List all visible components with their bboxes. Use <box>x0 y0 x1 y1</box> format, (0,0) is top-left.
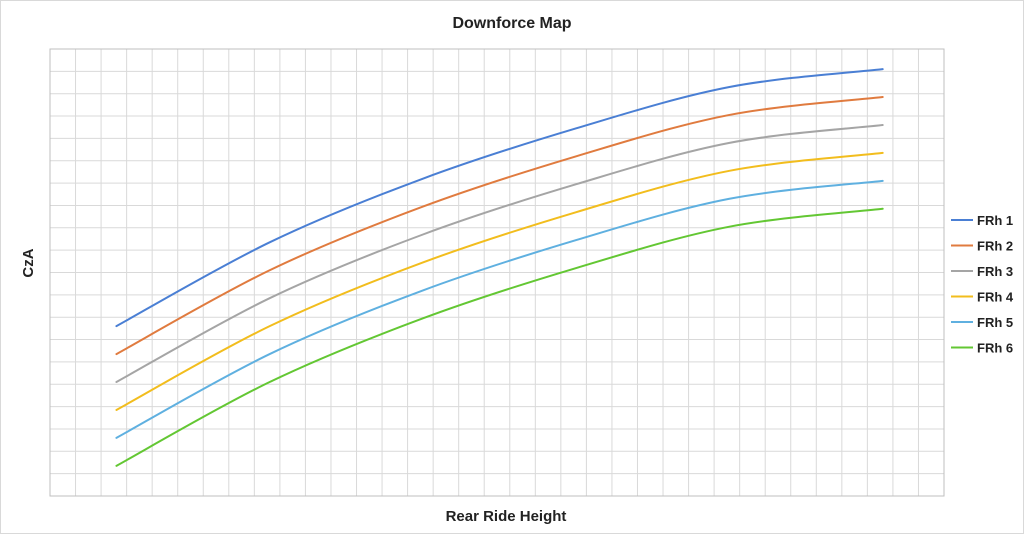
legend-label: FRh 2 <box>977 239 1013 254</box>
legend-label: FRh 1 <box>977 213 1013 228</box>
series-line-frh-2 <box>115 96 884 356</box>
series-line-frh-1 <box>115 68 884 328</box>
series-lines <box>115 68 884 467</box>
legend-item: FRh 2 <box>951 239 1013 254</box>
legend-label: FRh 3 <box>977 264 1013 279</box>
legend: FRh 1 FRh 2 FRh 3 FRh 4 FRh 5 FRh 6 <box>951 213 1014 356</box>
legend-label: FRh 6 <box>977 341 1013 356</box>
chart-title: Downforce Map <box>452 15 571 32</box>
legend-item: FRh 4 <box>951 290 1014 305</box>
legend-item: FRh 3 <box>951 264 1013 279</box>
legend-label: FRh 4 <box>977 290 1014 305</box>
y-axis-label: CzA <box>20 248 37 277</box>
plot-area-border <box>49 48 945 497</box>
series-line-frh-3 <box>115 123 884 384</box>
legend-label: FRh 5 <box>977 315 1013 330</box>
legend-item: FRh 1 <box>951 213 1013 228</box>
gridlines <box>50 49 944 496</box>
legend-item: FRh 6 <box>951 341 1013 356</box>
series-line-frh-4 <box>115 151 884 411</box>
legend-item: FRh 5 <box>951 315 1013 330</box>
series-line-frh-5 <box>115 179 884 439</box>
series-line-frh-6 <box>115 207 884 467</box>
x-axis-label: Rear Ride Height <box>446 508 567 525</box>
